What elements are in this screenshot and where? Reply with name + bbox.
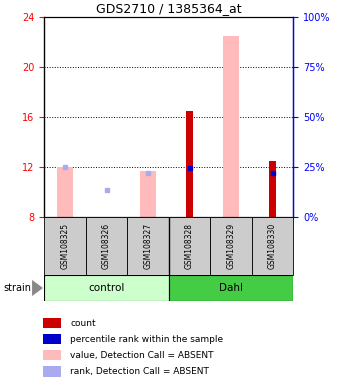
Text: rank, Detection Call = ABSENT: rank, Detection Call = ABSENT: [70, 367, 209, 376]
Text: GSM108326: GSM108326: [102, 223, 111, 269]
Polygon shape: [32, 280, 43, 296]
Text: count: count: [70, 319, 96, 328]
Bar: [169, 275, 293, 301]
Text: value, Detection Call = ABSENT: value, Detection Call = ABSENT: [70, 351, 214, 360]
Bar: [223, 36, 239, 217]
Text: Dahl: Dahl: [219, 283, 243, 293]
Bar: [43, 350, 61, 361]
Text: percentile rank within the sample: percentile rank within the sample: [70, 335, 223, 344]
Text: GSM108329: GSM108329: [226, 223, 236, 269]
Bar: [169, 217, 210, 275]
Bar: [57, 167, 73, 217]
Bar: [86, 217, 127, 275]
Text: GSM108325: GSM108325: [61, 223, 70, 269]
Bar: [140, 171, 156, 217]
Text: GSM108328: GSM108328: [185, 223, 194, 269]
Text: strain: strain: [3, 283, 31, 293]
Bar: [43, 318, 61, 328]
Bar: [269, 161, 276, 217]
Bar: [43, 366, 61, 376]
Text: GSM108330: GSM108330: [268, 223, 277, 269]
Bar: [127, 217, 169, 275]
Bar: [186, 111, 193, 217]
Text: GSM108327: GSM108327: [144, 223, 152, 269]
Bar: [43, 334, 61, 344]
Bar: [252, 217, 293, 275]
Text: control: control: [88, 283, 125, 293]
Title: GDS2710 / 1385364_at: GDS2710 / 1385364_at: [96, 2, 242, 15]
Bar: [44, 275, 169, 301]
Bar: [210, 217, 252, 275]
Bar: [44, 217, 86, 275]
